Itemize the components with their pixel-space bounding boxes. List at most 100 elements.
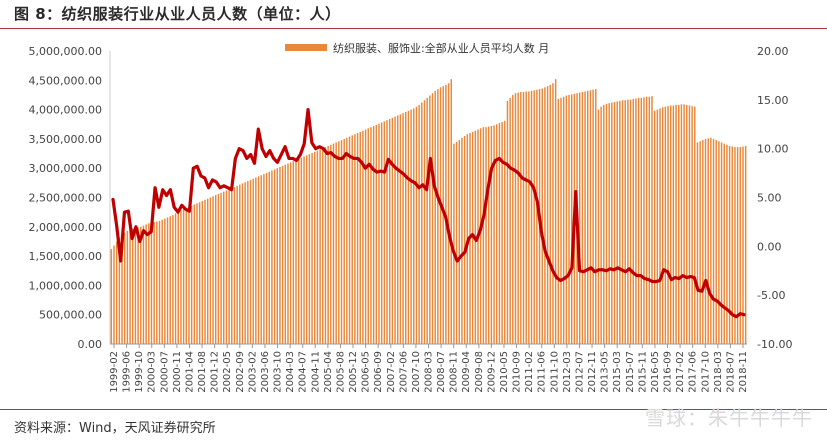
bar: [517, 92, 519, 344]
bar: [148, 223, 150, 344]
bar: [118, 237, 121, 344]
bar: [715, 140, 717, 344]
x-tick-label: 2016-09: [663, 351, 674, 393]
bar: [533, 90, 535, 344]
bar: [471, 131, 474, 344]
bar: [442, 86, 444, 344]
left-tick-label: 1,500,000.00: [29, 250, 102, 263]
x-tick-label: 1999-02: [109, 351, 120, 393]
bar: [177, 211, 179, 344]
x-tick-label: 2008-03: [424, 351, 435, 393]
bar: [196, 203, 198, 344]
bar: [683, 104, 685, 344]
bar: [453, 143, 455, 344]
bar: [514, 93, 517, 344]
x-tick-label: 2004-03: [285, 351, 296, 393]
bar: [675, 104, 677, 344]
bar: [461, 137, 463, 344]
bar: [421, 102, 423, 344]
bar: [528, 91, 530, 345]
x-tick-label: 2015-03: [612, 351, 623, 393]
bar: [231, 188, 233, 344]
bar: [348, 136, 351, 344]
bar: [166, 217, 169, 344]
bar: [305, 155, 308, 344]
bar: [386, 120, 388, 345]
x-tick-label: 2015-07: [625, 351, 636, 393]
x-tick-label: 2008-11: [449, 351, 460, 393]
bar: [485, 127, 487, 345]
bar: [193, 204, 196, 344]
bar: [241, 183, 244, 344]
x-tick-label: 2002-09: [235, 351, 246, 393]
bar: [257, 176, 260, 344]
bar: [174, 213, 177, 344]
bar: [255, 177, 257, 344]
bar: [410, 109, 412, 344]
x-tick-label: 2001-12: [210, 351, 221, 393]
bar: [688, 105, 691, 344]
growth-rate-line: [111, 107, 746, 319]
right-tick-label: 20.00: [757, 45, 789, 58]
bar: [188, 206, 190, 344]
bar: [169, 216, 171, 344]
bar: [206, 198, 209, 344]
bar: [672, 105, 675, 344]
x-tick-label: 2017-06: [688, 351, 699, 393]
x-tick-label: 2003-06: [260, 351, 271, 393]
bar: [439, 87, 442, 344]
bar: [525, 91, 527, 345]
right-axis-ticks: -10.00 -5.00 0.00 5.00 10.00 15.00 20.00: [757, 45, 792, 351]
bar: [498, 123, 501, 344]
top-rule: [0, 28, 827, 29]
bar: [664, 106, 667, 344]
bar: [744, 145, 747, 344]
bar: [429, 95, 431, 344]
x-tick-label: 2005-08: [335, 351, 346, 393]
legend-label: 纺织服装、服饰业:全部从业人员平均人数 月: [333, 41, 549, 55]
x-tick-label: 2018-11: [738, 351, 749, 393]
bar: [616, 101, 618, 345]
bar: [311, 152, 313, 344]
bar: [123, 232, 126, 344]
bar: [396, 115, 399, 345]
right-tick-label: -10.00: [757, 338, 792, 351]
bar: [370, 127, 372, 345]
right-tick-label: -5.00: [757, 289, 785, 302]
bar: [712, 138, 715, 344]
x-tick-label: 2007-02: [386, 351, 397, 393]
bar: [388, 118, 391, 344]
bar: [322, 148, 324, 344]
bar: [402, 113, 404, 345]
bar: [659, 108, 661, 345]
bar: [263, 174, 265, 344]
bar: [378, 123, 380, 344]
bar: [115, 241, 118, 344]
bar: [487, 126, 490, 344]
bar: [522, 92, 525, 345]
bar: [164, 218, 166, 344]
bar: [356, 133, 359, 344]
bar: [565, 95, 568, 344]
bar: [455, 141, 458, 344]
x-tick-label: 2002-05: [222, 351, 233, 393]
bar: [209, 197, 212, 344]
bar: [736, 147, 739, 344]
bar: [707, 138, 709, 344]
legend: 纺织服装、服饰业:全部从业人员平均人数 月: [285, 41, 549, 55]
bar: [549, 84, 552, 345]
bar: [289, 162, 292, 344]
bar: [648, 96, 651, 345]
bar: [372, 126, 375, 344]
chart-area: 0.00 500,000.00 1,000,000.00 1,500,000.00 2,…: [29, 41, 793, 393]
bar: [185, 208, 188, 344]
bar: [340, 140, 343, 344]
x-tick-label: 2012-11: [587, 351, 598, 393]
bar: [595, 89, 597, 344]
left-tick-label: 4,000,000.00: [29, 104, 102, 117]
source-note: 资料来源：Wind，天风证券研究所: [14, 421, 216, 436]
bar: [134, 227, 137, 344]
bar: [699, 141, 701, 344]
bar: [380, 122, 383, 345]
x-tick-label: 1999-06: [122, 351, 133, 393]
